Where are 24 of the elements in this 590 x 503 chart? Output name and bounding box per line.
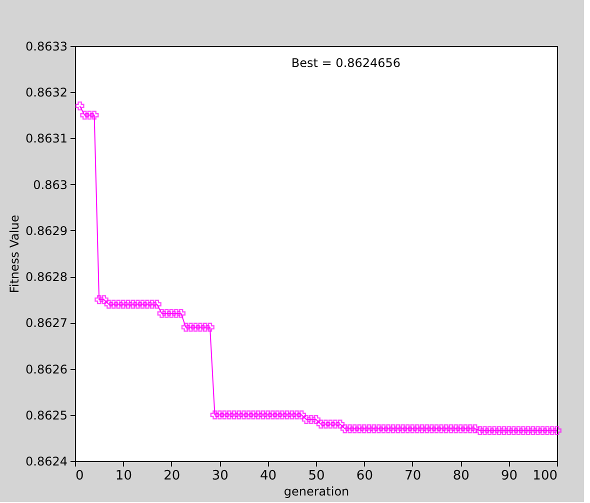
y-tick-label: 0.8625 — [26, 408, 68, 422]
annotation: Best = 0.8624656 — [291, 56, 401, 70]
x-tick-label: 30 — [212, 468, 228, 484]
x-tick-label: 100 — [532, 468, 558, 484]
y-tick-label: 0.8632 — [26, 86, 68, 100]
x-tick-label: 20 — [164, 468, 180, 484]
x-tick-label: 90 — [501, 468, 518, 484]
x-tick-label: 0 — [76, 468, 84, 484]
y-tick-label: 0.863 — [33, 178, 68, 192]
x-tick-label: 60 — [356, 468, 373, 484]
y-tick-label: 0.8631 — [26, 132, 68, 146]
x-tick-label: 40 — [260, 468, 277, 484]
x-axis-title: generation — [284, 484, 350, 498]
x-tick-label: 70 — [404, 468, 422, 484]
y-tick-label: 0.8628 — [26, 270, 68, 284]
y-axis-title: Fitness Value — [8, 214, 22, 294]
y-tick-label: 0.8627 — [26, 316, 68, 330]
y-tick-label: 0.8624 — [26, 454, 68, 468]
y-tick-label: 0.8633 — [26, 40, 68, 54]
y-tick-label: 0.8626 — [26, 362, 68, 376]
x-tick-label: 10 — [115, 468, 132, 484]
x-tick-label: 50 — [308, 468, 325, 484]
x-tick-label: 80 — [452, 468, 470, 484]
y-tick-label: 0.8629 — [26, 224, 68, 238]
